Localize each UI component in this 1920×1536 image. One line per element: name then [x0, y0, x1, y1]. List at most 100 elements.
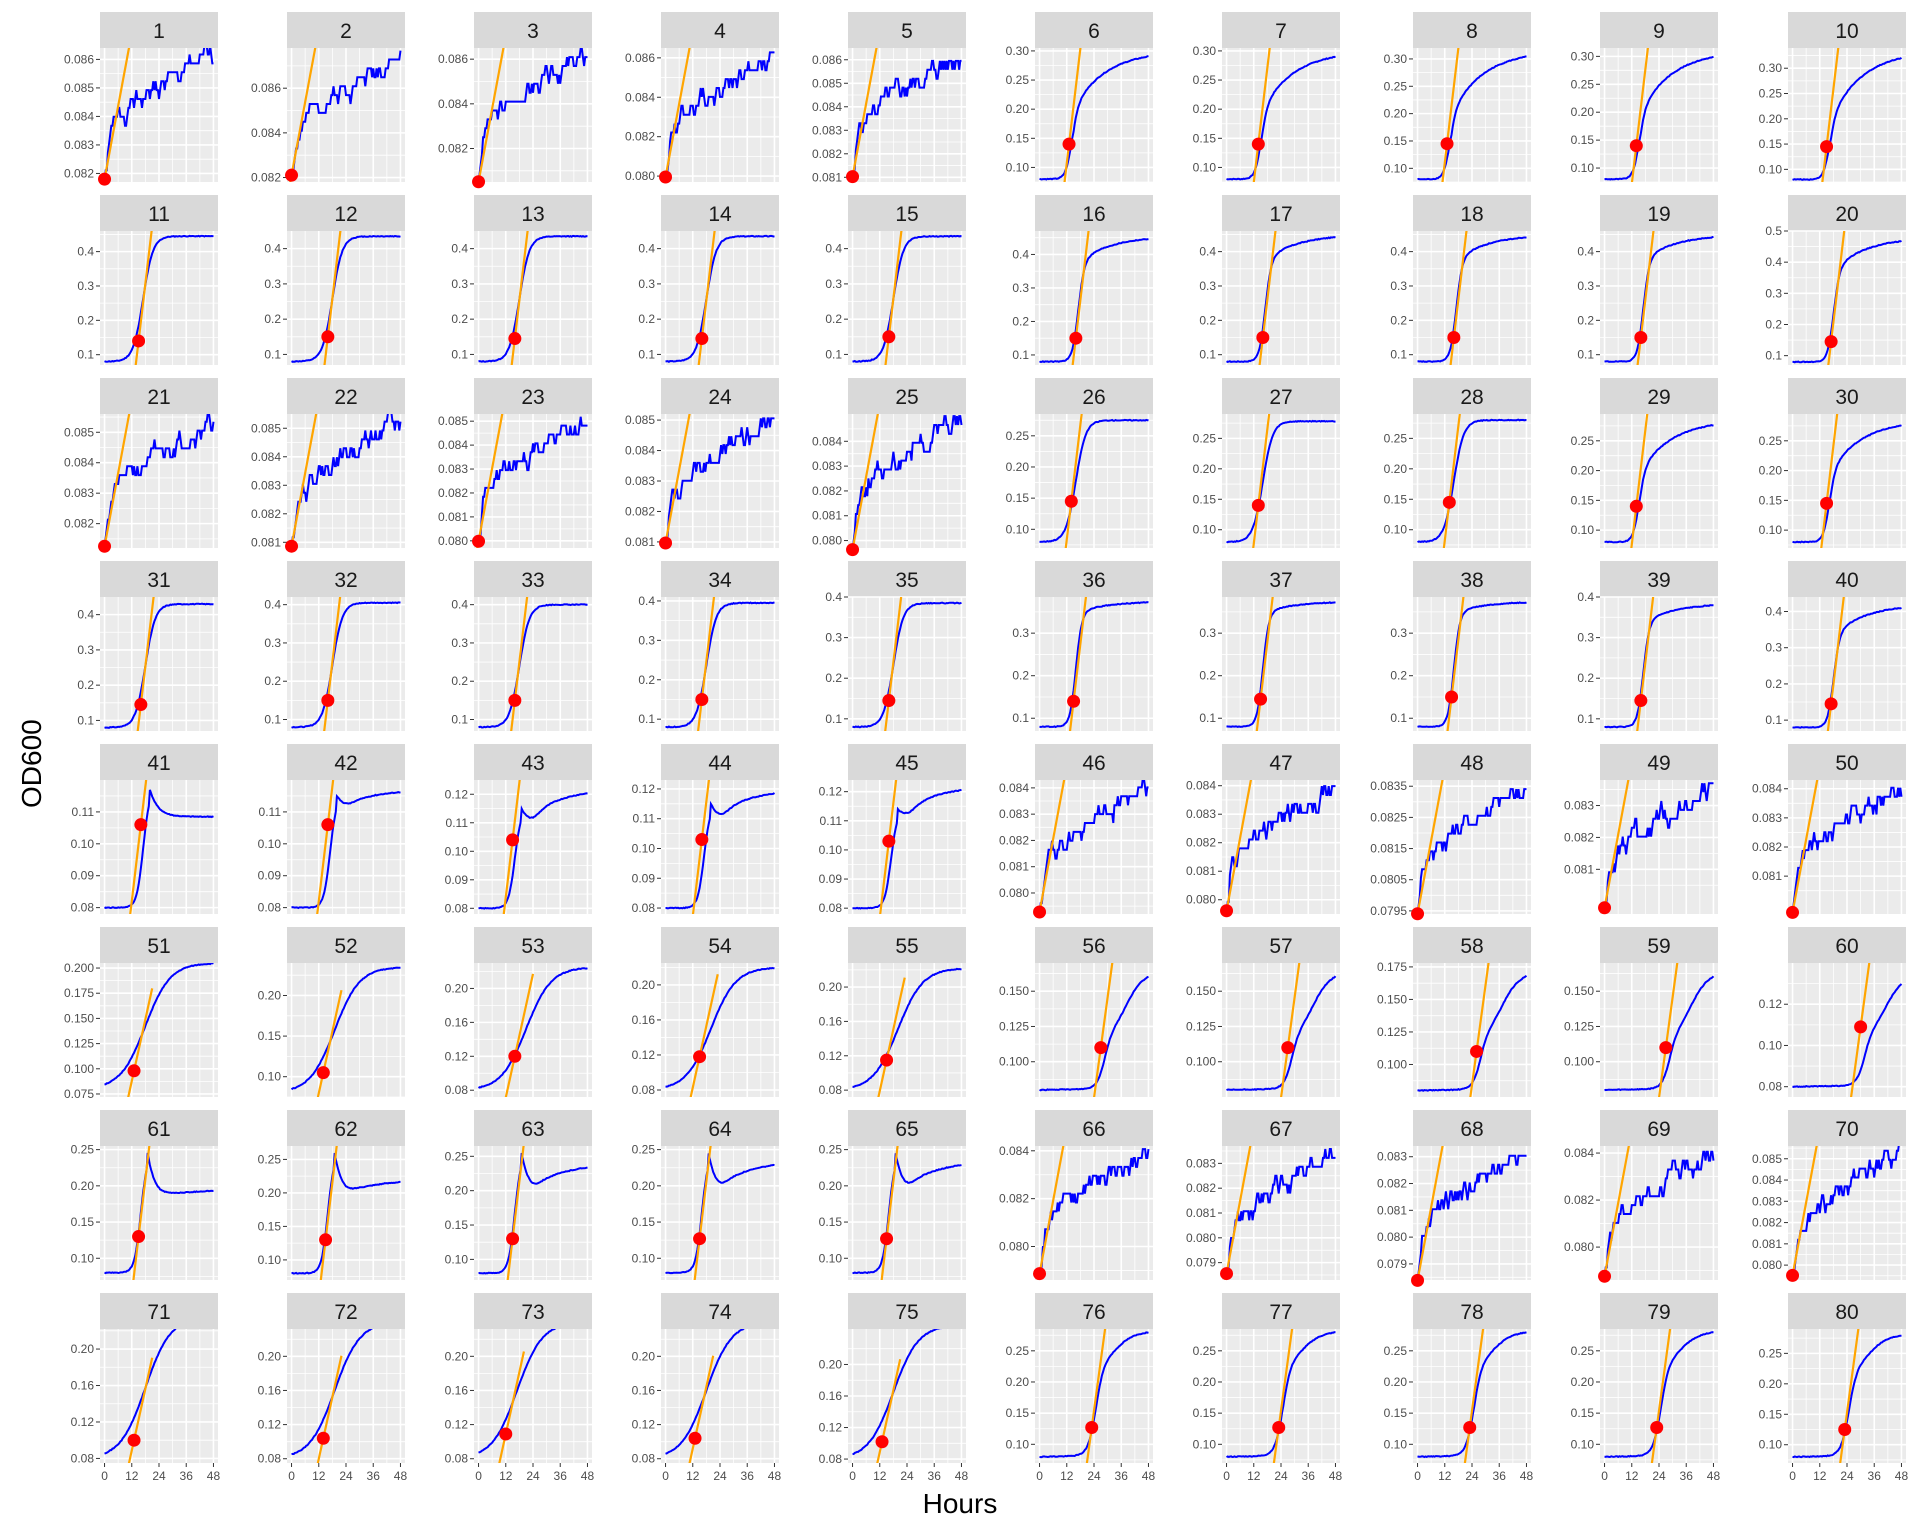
y-tick-label: 0.084: [999, 781, 1029, 795]
growth-curve: [852, 967, 962, 1088]
y-axis-title: OD600: [16, 719, 47, 808]
y-tick-label: 0.15: [1006, 1406, 1030, 1420]
facet-label: 46: [1082, 752, 1105, 775]
y-tick-label: 0.084: [1752, 782, 1782, 796]
inflection-point: [693, 1050, 707, 1064]
growth-curve: [665, 417, 775, 544]
y-tick-label: 0.15: [1193, 131, 1217, 145]
y-tick-label: 0.16: [71, 1379, 95, 1393]
x-tick-label: 12: [125, 1469, 139, 1483]
y-tick-label: 0.10: [1384, 523, 1408, 537]
inflection-point: [695, 332, 709, 346]
facet-strip: [1788, 561, 1906, 597]
y-tick-label: 0.085: [64, 425, 94, 439]
y-tick-label: 0.15: [1006, 491, 1030, 505]
y-tick-label: 0.085: [438, 414, 468, 428]
y-tick-label: 0.08: [445, 1452, 469, 1466]
facet-strip: [848, 927, 966, 963]
inflection-point: [1854, 1020, 1868, 1034]
y-tick-label: 0.081: [1377, 1203, 1407, 1217]
y-tick-label: 0.083: [625, 474, 655, 488]
tangent-line: [132, 1146, 151, 1280]
y-tick-label: 0.1: [451, 347, 468, 361]
y-tick-label: 0.3: [638, 633, 655, 647]
y-tick-label: 0.25: [1571, 77, 1595, 91]
facet-label: 23: [521, 386, 544, 409]
y-tick-label: 0.09: [445, 873, 469, 887]
facet-label: 31: [147, 569, 170, 592]
facet-strip: [474, 561, 592, 597]
facet-panel-22: 22 0.081 0.082 0.083 0.084 0.085: [251, 378, 405, 553]
tangent-line: [323, 597, 342, 731]
tangent-line: [134, 231, 153, 365]
x-tick-label: 0: [101, 1469, 108, 1483]
inflection-point: [134, 698, 148, 712]
y-tick-label: 0.084: [1752, 1173, 1782, 1187]
tangent-line: [1416, 780, 1444, 914]
facet-strip: [287, 927, 405, 963]
y-tick-label: 0.09: [632, 871, 656, 885]
growth-curve: [1039, 601, 1149, 729]
y-tick-label: 0.09: [819, 872, 843, 886]
y-tick-label: 0.08: [445, 901, 469, 915]
y-tick-label: 0.10: [1759, 1438, 1783, 1452]
y-tick-label: 0.11: [259, 805, 282, 819]
facet-panel-46: 46 0.080 0.081 0.082 0.083 0.084: [999, 744, 1153, 919]
y-tick-label: 0.20: [1384, 462, 1408, 476]
tangent-line: [1416, 1146, 1444, 1280]
facet-strip: [1788, 195, 1906, 231]
tangent-line: [289, 48, 317, 182]
y-tick-label: 0.10: [1006, 160, 1030, 174]
growth-curve: [1226, 975, 1337, 1092]
facet-strip: [287, 12, 405, 48]
y-tick-label: 0.1: [264, 713, 281, 727]
y-tick-label: 0.08: [632, 1083, 656, 1097]
facet-strip: [474, 12, 592, 48]
inflection-point: [472, 175, 486, 189]
facet-panel-15: 15 0.1 0.2 0.3 0.4: [825, 195, 966, 365]
facet-label: 17: [1269, 203, 1292, 226]
facet-panel-40: 40 0.1 0.2 0.3 0.4: [1765, 561, 1906, 731]
y-tick-label: 0.4: [264, 598, 281, 612]
facet-strip: [1222, 195, 1340, 231]
y-tick-label: 0.1: [1199, 348, 1216, 362]
inflection-point: [285, 168, 299, 182]
facet-label: 25: [895, 386, 918, 409]
inflection-point: [321, 330, 335, 344]
y-tick-label: 0.4: [1577, 245, 1594, 259]
facet-strip: [1222, 378, 1340, 414]
tangent-line: [103, 414, 131, 548]
growth-curve: [103, 48, 214, 180]
facet-panel-4: 4 0.080 0.082 0.084 0.086: [625, 12, 779, 184]
tangent-line: [1441, 48, 1460, 182]
y-tick-label: 0.084: [64, 109, 94, 123]
y-tick-label: 0.2: [825, 312, 842, 326]
y-tick-label: 0.080: [1186, 1231, 1216, 1245]
y-tick-label: 0.30: [1384, 52, 1408, 66]
y-tick-label: 0.084: [1564, 1146, 1594, 1160]
facet-label: 54: [708, 935, 732, 958]
y-tick-label: 0.1: [638, 347, 655, 361]
facet-panel-5: 5 0.081 0.082 0.083 0.084 0.085 0.086: [812, 12, 966, 184]
y-tick-label: 0.1: [1577, 712, 1594, 726]
y-tick-label: 0.100: [64, 1062, 94, 1076]
facet-panel-17: 17 0.1 0.2 0.3 0.4: [1199, 195, 1340, 365]
facet-label: 76: [1082, 1301, 1105, 1324]
facet-strip: [1035, 12, 1153, 48]
inflection-point: [1445, 690, 1459, 704]
y-tick-label: 0.082: [1377, 1177, 1407, 1191]
facet-label: 49: [1647, 752, 1670, 775]
y-tick-label: 0.085: [812, 76, 842, 90]
y-tick-label: 0.081: [812, 170, 842, 184]
tangent-line: [1839, 1329, 1860, 1463]
y-tick-label: 0.10: [1571, 161, 1595, 175]
growth-curve: [478, 1329, 556, 1454]
growth-curve: [1792, 239, 1902, 364]
inflection-point: [134, 818, 148, 832]
facet-label: 22: [334, 386, 357, 409]
y-tick-label: 0.3: [451, 636, 468, 650]
y-tick-label: 0.082: [251, 507, 281, 521]
y-tick-label: 0.084: [625, 444, 655, 458]
facet-label: 65: [895, 1118, 918, 1141]
facet-label: 51: [147, 935, 170, 958]
